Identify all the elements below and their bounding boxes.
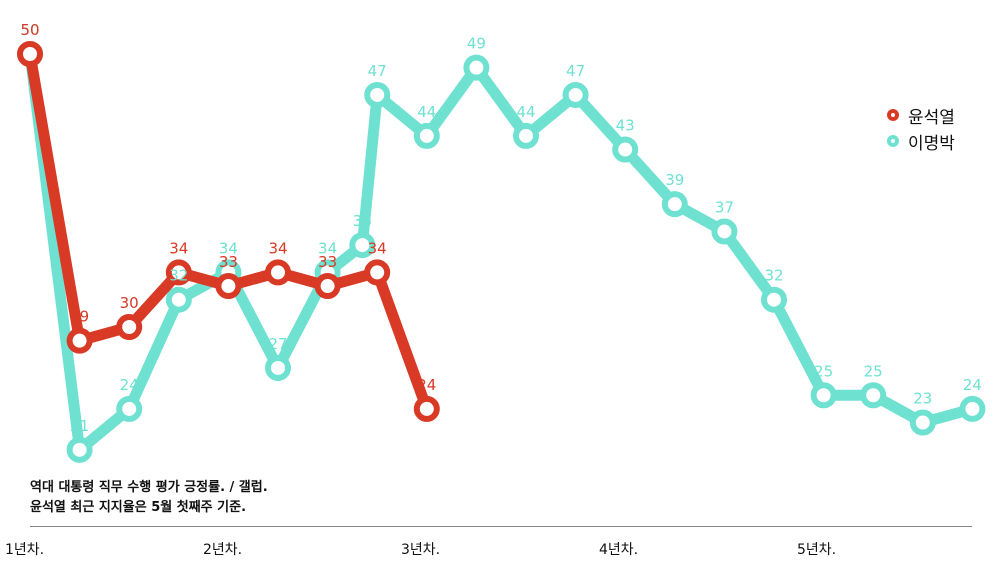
data-point-lee (265, 354, 291, 381)
data-label-lee: 43 (616, 117, 635, 135)
data-point-yoon (215, 273, 242, 300)
data-point-lee (165, 286, 192, 313)
x-tick-year-3: 3년차. (401, 542, 441, 558)
data-label-lee: 24 (120, 376, 139, 394)
x-tick-year-2: 2년차. (203, 542, 243, 558)
data-point-yoon (17, 41, 43, 67)
data-label-lee: 36 (353, 212, 372, 230)
data-label-yoon: 33 (318, 253, 337, 271)
data-point-lee (711, 218, 738, 245)
data-label-lee: 37 (715, 198, 734, 216)
data-point-lee (860, 382, 887, 409)
note-basis: 윤석열 최근 지지율은 5월 첫째주 기준. (30, 500, 247, 515)
data-point-lee (810, 382, 837, 409)
legend: 윤석열 이명박 (887, 102, 955, 154)
data-label-yoon: 34 (268, 239, 287, 257)
data-label-lee: 44 (516, 103, 535, 121)
data-point-yoon (413, 395, 440, 422)
x-axis-line (30, 526, 972, 527)
x-tick-year-1: 1년차. (5, 542, 45, 558)
data-label-yoon: 33 (219, 253, 238, 271)
data-point-lee (463, 54, 490, 81)
data-point-lee (562, 81, 589, 108)
data-label-lee: 27 (268, 335, 287, 353)
legend-marker-lee (887, 135, 899, 147)
data-point-lee (959, 395, 986, 422)
data-point-lee (116, 395, 143, 422)
data-label-lee: 39 (665, 171, 684, 189)
data-label-lee: 24 (963, 376, 982, 394)
data-point-lee (349, 232, 376, 259)
data-label-lee: 47 (566, 62, 585, 80)
data-point-lee (513, 122, 539, 149)
data-point-yoon (66, 327, 93, 354)
data-point-lee (66, 436, 93, 463)
data-label-lee: 34 (318, 239, 337, 257)
legend-marker-yoon (887, 109, 899, 121)
data-label-lee: 23 (913, 390, 932, 408)
data-point-lee (364, 81, 391, 108)
legend-item-yoon: 윤석열 (887, 102, 955, 128)
data-label-lee: 32 (764, 267, 783, 285)
data-point-yoon (165, 259, 192, 286)
legend-label-lee: 이명박 (908, 133, 955, 154)
data-label-lee: 32 (169, 267, 188, 285)
data-label-yoon: 34 (169, 239, 188, 257)
data-label-lee: 34 (219, 239, 238, 257)
data-point-lee (909, 409, 936, 436)
data-label-lee: 49 (467, 35, 486, 53)
x-tick-year-5: 5년차. (797, 542, 837, 558)
data-label-lee: 47 (368, 62, 387, 80)
data-point-lee (413, 122, 440, 149)
data-label-yoon: 24 (417, 376, 436, 394)
data-point-lee (661, 191, 688, 218)
data-label-lee: 25 (814, 362, 833, 380)
data-point-lee (761, 286, 787, 313)
legend-label-yoon: 윤석열 (908, 107, 955, 128)
data-label-yoon: 50 (20, 21, 39, 39)
data-point-yoon (116, 314, 143, 340)
data-point-yoon (364, 259, 391, 286)
note-source: 역대 대통령 직무 수행 평가 긍정률. / 갤럽. (30, 480, 268, 495)
data-label-lee: 44 (417, 103, 436, 121)
data-label-lee: 21 (70, 417, 89, 435)
data-point-yoon (265, 259, 291, 286)
data-label-lee: 25 (864, 362, 883, 380)
data-point-yoon (314, 273, 341, 300)
data-point-lee (612, 136, 639, 163)
data-label-lee: 50 (20, 21, 39, 39)
legend-item-lee: 이명박 (887, 128, 955, 154)
data-label-yoon: 34 (368, 239, 387, 257)
data-label-yoon: 30 (120, 294, 139, 312)
x-tick-year-4: 4년차. (599, 542, 639, 558)
data-label-yoon: 29 (70, 308, 89, 326)
